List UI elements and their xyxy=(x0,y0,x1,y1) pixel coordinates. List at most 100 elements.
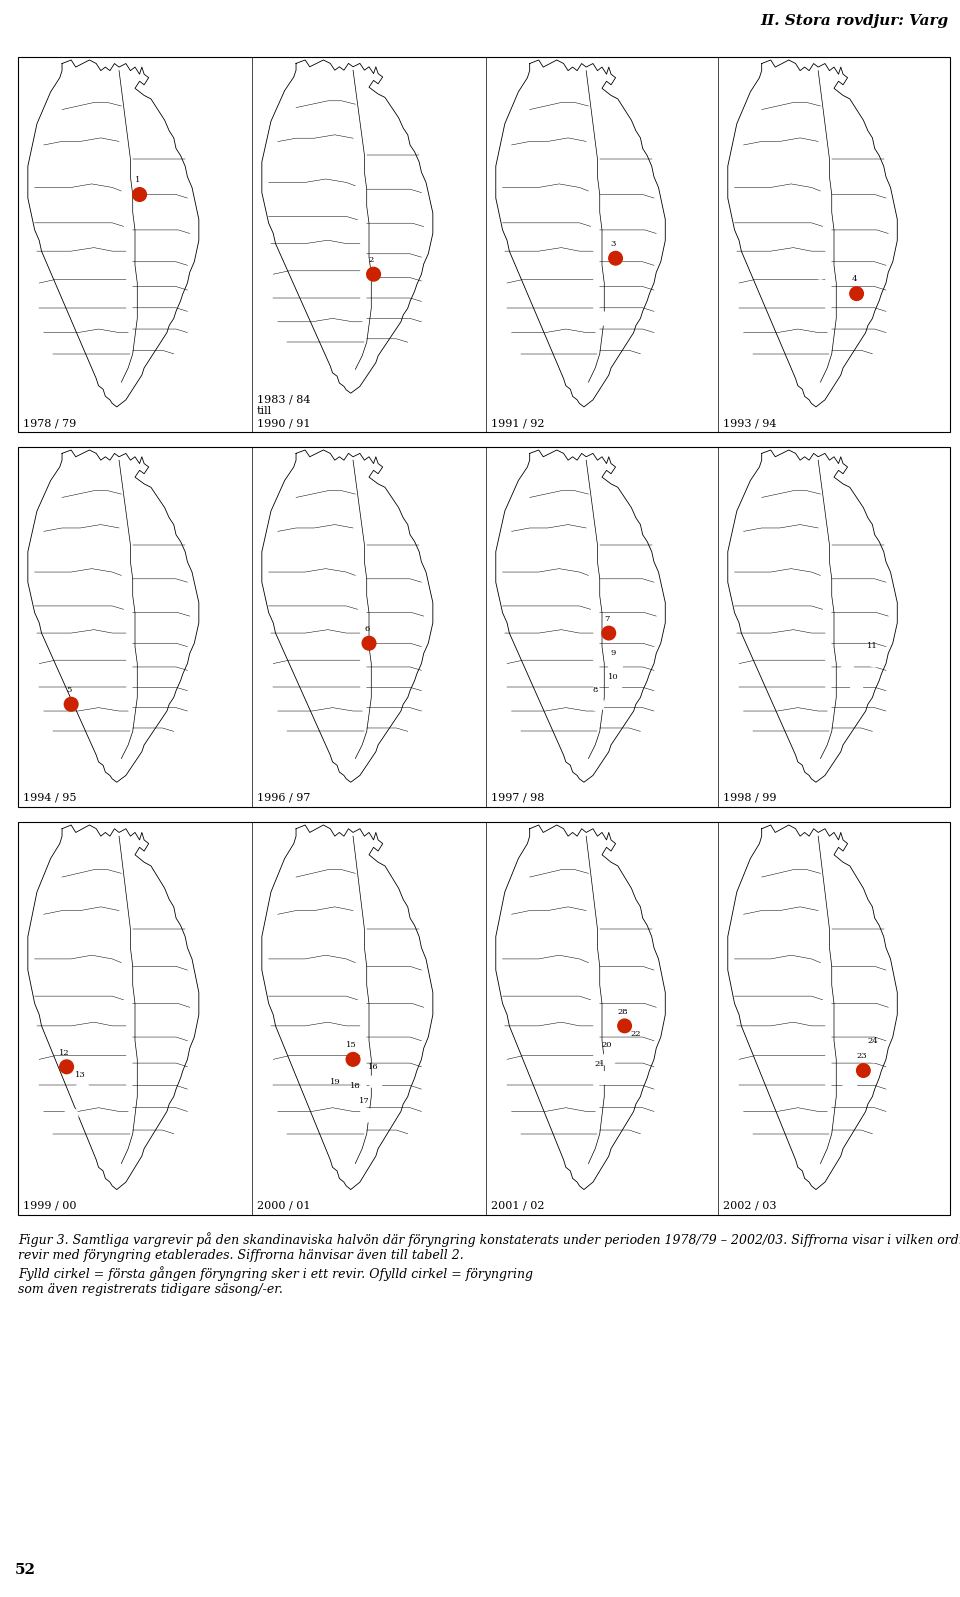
Text: 17: 17 xyxy=(359,1097,370,1105)
Text: 1996 / 97: 1996 / 97 xyxy=(257,794,310,803)
Circle shape xyxy=(814,265,828,279)
Text: 9: 9 xyxy=(611,648,616,656)
Text: 24: 24 xyxy=(867,1038,878,1046)
Text: 28: 28 xyxy=(617,1008,628,1016)
Polygon shape xyxy=(728,450,898,783)
Polygon shape xyxy=(495,61,665,407)
Text: 2002 / 03: 2002 / 03 xyxy=(723,1201,777,1211)
Text: 1983 / 84
till
1990 / 91: 1983 / 84 till 1990 / 91 xyxy=(257,394,310,428)
Text: 13: 13 xyxy=(75,1072,85,1080)
Polygon shape xyxy=(262,450,433,783)
Circle shape xyxy=(850,684,863,698)
Polygon shape xyxy=(262,826,433,1190)
Circle shape xyxy=(362,636,375,650)
Bar xyxy=(21,450,249,789)
Polygon shape xyxy=(495,450,665,783)
Text: 18: 18 xyxy=(350,1083,361,1091)
Bar xyxy=(255,450,483,789)
Bar xyxy=(721,826,947,1198)
Text: 8: 8 xyxy=(592,687,598,695)
Bar xyxy=(489,61,715,414)
Bar xyxy=(721,61,947,414)
Polygon shape xyxy=(262,61,433,393)
Text: 52: 52 xyxy=(15,1563,36,1576)
Text: 21: 21 xyxy=(594,1060,605,1068)
Bar xyxy=(18,447,950,806)
Text: 7: 7 xyxy=(604,615,610,623)
Bar xyxy=(489,826,715,1198)
Text: 1: 1 xyxy=(134,176,140,184)
Text: Figur 3. Samtliga vargrevir på den skandinaviska halvön där föryngring konstater: Figur 3. Samtliga vargrevir på den skand… xyxy=(18,1231,960,1247)
Circle shape xyxy=(850,287,863,300)
Text: 1994 / 95: 1994 / 95 xyxy=(23,794,77,803)
Circle shape xyxy=(64,1108,78,1123)
Circle shape xyxy=(369,1075,383,1089)
Circle shape xyxy=(595,311,609,326)
Text: 3: 3 xyxy=(611,240,616,248)
Text: 10: 10 xyxy=(609,672,619,680)
Text: II. Stora rovdjur: Varg: II. Stora rovdjur: Varg xyxy=(760,14,948,29)
Circle shape xyxy=(60,1060,73,1073)
Text: 2001 / 02: 2001 / 02 xyxy=(491,1201,544,1211)
Circle shape xyxy=(330,1089,344,1104)
Text: revir med föryngring etablerades. Siffrorna hänvisar även till tabell 2.: revir med föryngring etablerades. Siffro… xyxy=(18,1249,464,1262)
Text: 23: 23 xyxy=(856,1052,867,1060)
Circle shape xyxy=(609,660,622,674)
Circle shape xyxy=(595,1072,609,1084)
Bar xyxy=(721,450,947,789)
Circle shape xyxy=(618,1019,632,1033)
Polygon shape xyxy=(28,61,199,407)
Text: 1997 / 98: 1997 / 98 xyxy=(491,794,544,803)
Circle shape xyxy=(868,1049,881,1062)
Text: 15: 15 xyxy=(346,1041,356,1049)
Text: 4: 4 xyxy=(852,275,857,284)
Circle shape xyxy=(841,664,854,677)
Text: 12: 12 xyxy=(60,1049,70,1057)
Text: 1993 / 94: 1993 / 94 xyxy=(723,418,777,428)
Bar xyxy=(18,57,950,433)
Circle shape xyxy=(843,1078,856,1092)
Text: Fylld cirkel = första gången föryngring sker i ett revir. Ofylld cirkel = föryng: Fylld cirkel = första gången föryngring … xyxy=(18,1266,533,1281)
Circle shape xyxy=(590,698,604,711)
Bar xyxy=(18,822,950,1215)
Circle shape xyxy=(602,626,615,640)
Text: 5: 5 xyxy=(66,687,72,695)
Circle shape xyxy=(602,1052,615,1067)
Text: 20: 20 xyxy=(602,1041,612,1049)
Text: 1999 / 00: 1999 / 00 xyxy=(23,1201,77,1211)
Circle shape xyxy=(347,1052,360,1067)
Circle shape xyxy=(350,1094,365,1107)
Text: 6: 6 xyxy=(365,624,370,632)
Polygon shape xyxy=(28,450,199,783)
Bar xyxy=(21,826,249,1198)
Circle shape xyxy=(609,251,622,265)
Text: 11: 11 xyxy=(867,642,878,650)
Bar xyxy=(255,61,483,399)
Text: 19: 19 xyxy=(329,1078,341,1086)
Circle shape xyxy=(76,1083,89,1096)
Text: 22: 22 xyxy=(631,1030,641,1038)
Bar xyxy=(489,450,715,789)
Bar xyxy=(255,826,483,1198)
Text: 1991 / 92: 1991 / 92 xyxy=(491,418,544,428)
Circle shape xyxy=(64,698,78,711)
Circle shape xyxy=(367,267,380,281)
Polygon shape xyxy=(728,61,898,407)
Circle shape xyxy=(609,684,622,698)
Polygon shape xyxy=(28,826,199,1190)
Text: 1978 / 79: 1978 / 79 xyxy=(23,418,76,428)
Circle shape xyxy=(632,1041,645,1056)
Circle shape xyxy=(360,1108,373,1123)
Circle shape xyxy=(868,653,881,668)
Polygon shape xyxy=(728,826,898,1190)
Text: som även registrerats tidigare säsong/-er.: som även registrerats tidigare säsong/-e… xyxy=(18,1282,283,1297)
Text: 2: 2 xyxy=(369,256,374,264)
Text: 16: 16 xyxy=(369,1064,379,1072)
Circle shape xyxy=(348,695,362,707)
Text: 2000 / 01: 2000 / 01 xyxy=(257,1201,310,1211)
Polygon shape xyxy=(495,826,665,1190)
Circle shape xyxy=(856,1064,870,1078)
Bar xyxy=(21,61,249,414)
Circle shape xyxy=(132,188,146,201)
Text: 1998 / 99: 1998 / 99 xyxy=(723,794,777,803)
